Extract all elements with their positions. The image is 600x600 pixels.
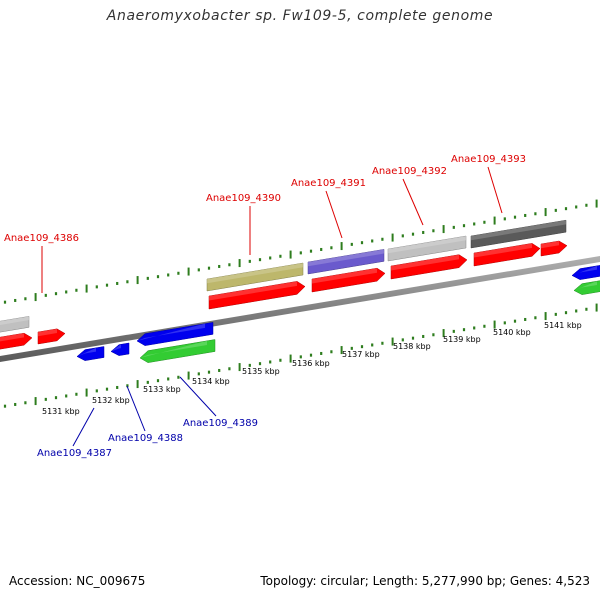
scale-label: 5133 kbp	[143, 385, 181, 394]
reverse-scale-ticks	[3, 303, 598, 408]
gene-label-forward: Anae109_4390	[206, 193, 281, 204]
forward-scale-ticks	[3, 199, 598, 304]
accession-text: Accession: NC_009675	[9, 574, 146, 588]
gene-label-reverse: Anae109_4387	[37, 448, 112, 459]
cds-feature	[473, 243, 541, 267]
gene-labels: Anae109_4386 Anae109_4390 Anae109_4391 Anae…	[4, 154, 526, 459]
cds-feature	[208, 281, 306, 310]
scale-label: 5138 kbp	[393, 342, 431, 351]
scale-label: 5136 kbp	[292, 359, 330, 368]
gene-label-forward: Anae109_4393	[451, 154, 526, 165]
leader-line	[126, 385, 146, 432]
cds-feature	[390, 254, 468, 280]
gene-label-forward: Anae109_4391	[291, 178, 366, 189]
scale-label: 5137 kbp	[342, 350, 380, 359]
gene-feature	[307, 249, 385, 275]
gene-feature	[0, 316, 30, 333]
gene-feature	[470, 219, 567, 249]
leader-line	[487, 166, 503, 214]
gene-label-forward: Anae109_4392	[372, 166, 447, 177]
gene-feature	[573, 280, 600, 295]
gene-feature	[136, 322, 214, 346]
cds-feature	[311, 267, 386, 293]
scale-labels: 5131 kbp 5132 kbp 5133 kbp 5134 kbp 5135 kbp…	[42, 321, 582, 416]
gene-label-reverse: Anae109_4388	[108, 433, 183, 444]
scale-label: 5131 kbp	[42, 407, 80, 416]
scale-label: 5140 kbp	[493, 328, 531, 337]
map-title: Anaeromyxobacter sp. Fw109-5, complete g…	[106, 8, 494, 24]
leader-line	[325, 190, 343, 239]
label-leader-lines	[41, 166, 503, 447]
scale-label: 5139 kbp	[443, 335, 481, 344]
cds-feature	[0, 332, 33, 350]
gene-feature	[139, 339, 216, 363]
leader-line	[402, 178, 424, 226]
leader-line	[179, 376, 217, 417]
gene-feature	[110, 342, 130, 356]
gene-label-reverse: Anae109_4389	[183, 418, 258, 429]
gene-feature	[76, 346, 105, 361]
gene-features	[0, 219, 600, 363]
scale-label: 5134 kbp	[192, 377, 230, 386]
cds-feature	[540, 240, 568, 257]
gene-feature	[387, 235, 467, 262]
cds-feature	[37, 328, 66, 345]
genome-stats-text: Topology: circular; Length: 5,277,990 bp…	[260, 574, 590, 588]
scale-label: 5141 kbp	[544, 321, 582, 330]
scale-label: 5132 kbp	[92, 396, 130, 405]
scale-label: 5135 kbp	[242, 367, 280, 376]
gene-feature	[571, 265, 600, 280]
gene-label-forward: Anae109_4386	[4, 233, 79, 244]
gene-feature	[206, 262, 304, 292]
leader-line	[72, 407, 95, 447]
